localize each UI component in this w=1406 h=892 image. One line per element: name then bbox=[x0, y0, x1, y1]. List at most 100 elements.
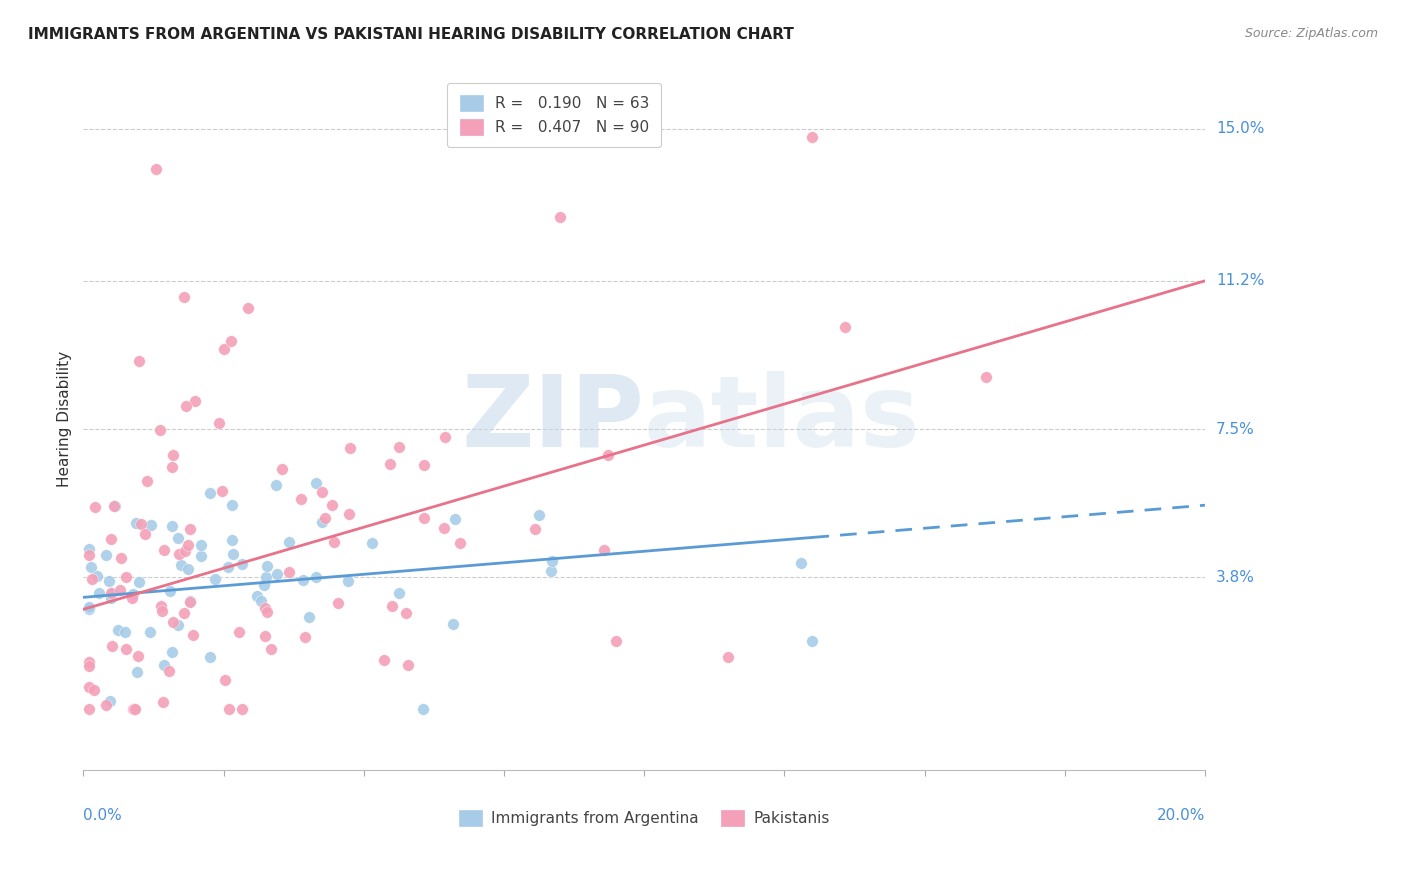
Text: 11.2%: 11.2% bbox=[1216, 273, 1264, 288]
Point bbox=[77, 655, 100, 669]
Point bbox=[298, 609, 321, 624]
Point bbox=[801, 634, 824, 648]
Point bbox=[179, 594, 201, 608]
Point bbox=[103, 499, 125, 513]
Point bbox=[412, 511, 434, 525]
Point bbox=[100, 532, 122, 546]
Point bbox=[77, 541, 100, 556]
Text: atlas: atlas bbox=[644, 370, 921, 467]
Point bbox=[150, 599, 173, 614]
Text: IMMIGRANTS FROM ARGENTINA VS PAKISTANI HEARING DISABILITY CORRELATION CHART: IMMIGRANTS FROM ARGENTINA VS PAKISTANI H… bbox=[28, 27, 794, 42]
Point bbox=[412, 702, 434, 716]
Text: 7.5%: 7.5% bbox=[1216, 422, 1254, 436]
Point bbox=[108, 582, 131, 597]
Point bbox=[160, 519, 183, 533]
Point bbox=[339, 441, 361, 455]
Point bbox=[173, 606, 195, 620]
Point bbox=[433, 430, 456, 444]
Point bbox=[124, 702, 146, 716]
Point bbox=[77, 601, 100, 615]
Point bbox=[174, 399, 197, 413]
Point bbox=[160, 645, 183, 659]
Point bbox=[441, 617, 464, 632]
Point bbox=[593, 542, 616, 557]
Point bbox=[115, 642, 138, 657]
Point bbox=[169, 558, 191, 573]
Point bbox=[541, 554, 564, 568]
Point bbox=[305, 475, 328, 490]
Point bbox=[596, 448, 619, 462]
Point bbox=[326, 596, 349, 610]
Point bbox=[200, 649, 222, 664]
Point bbox=[122, 702, 145, 716]
Point bbox=[152, 695, 174, 709]
Point bbox=[104, 499, 127, 513]
Point bbox=[605, 634, 627, 648]
Point bbox=[121, 591, 143, 606]
Point bbox=[305, 570, 328, 584]
Point bbox=[321, 498, 343, 512]
Point bbox=[96, 698, 118, 712]
Point bbox=[217, 559, 239, 574]
Point bbox=[159, 664, 181, 678]
Point bbox=[323, 534, 346, 549]
Point bbox=[80, 559, 103, 574]
Point bbox=[221, 498, 243, 512]
Point bbox=[77, 658, 100, 673]
Point bbox=[444, 512, 467, 526]
Point bbox=[270, 462, 292, 476]
Point bbox=[145, 161, 167, 176]
Point bbox=[294, 631, 316, 645]
Point bbox=[98, 574, 121, 589]
Point bbox=[266, 567, 288, 582]
Point bbox=[107, 623, 129, 637]
Point bbox=[162, 615, 184, 629]
Point bbox=[266, 478, 288, 492]
Point bbox=[228, 625, 250, 640]
Point bbox=[100, 585, 122, 599]
Point bbox=[101, 639, 124, 653]
Text: 3.8%: 3.8% bbox=[1216, 570, 1256, 585]
Point bbox=[218, 702, 240, 716]
Text: Source: ZipAtlas.com: Source: ZipAtlas.com bbox=[1244, 27, 1378, 40]
Point bbox=[77, 680, 100, 694]
Text: 15.0%: 15.0% bbox=[1216, 121, 1264, 136]
Point bbox=[413, 458, 436, 472]
Text: ZIP: ZIP bbox=[461, 370, 644, 467]
Point bbox=[221, 334, 243, 349]
Legend: Immigrants from Argentina, Pakistanis: Immigrants from Argentina, Pakistanis bbox=[453, 804, 835, 832]
Point bbox=[176, 537, 198, 551]
Point bbox=[254, 629, 277, 643]
Point bbox=[231, 557, 253, 571]
Point bbox=[314, 511, 336, 525]
Point bbox=[98, 694, 121, 708]
Point bbox=[125, 516, 148, 530]
Point bbox=[253, 601, 276, 615]
Point bbox=[124, 702, 146, 716]
Point bbox=[212, 342, 235, 356]
Point bbox=[222, 547, 245, 561]
Point bbox=[790, 556, 813, 570]
Point bbox=[100, 591, 122, 606]
Point bbox=[183, 627, 205, 641]
Point bbox=[127, 648, 149, 663]
Point bbox=[311, 485, 333, 500]
Point bbox=[83, 683, 105, 698]
Point bbox=[529, 508, 551, 523]
Point bbox=[77, 599, 100, 614]
Text: 0.0%: 0.0% bbox=[83, 808, 122, 823]
Point bbox=[159, 583, 181, 598]
Point bbox=[162, 448, 184, 462]
Point bbox=[433, 521, 456, 535]
Point bbox=[141, 517, 163, 532]
Point bbox=[153, 658, 176, 673]
Point bbox=[174, 544, 197, 558]
Point bbox=[388, 440, 411, 454]
Point bbox=[337, 507, 360, 521]
Point bbox=[974, 370, 997, 384]
Point bbox=[254, 570, 277, 584]
Point bbox=[87, 586, 110, 600]
Point bbox=[148, 423, 170, 437]
Point bbox=[801, 129, 824, 144]
Point bbox=[138, 625, 160, 640]
